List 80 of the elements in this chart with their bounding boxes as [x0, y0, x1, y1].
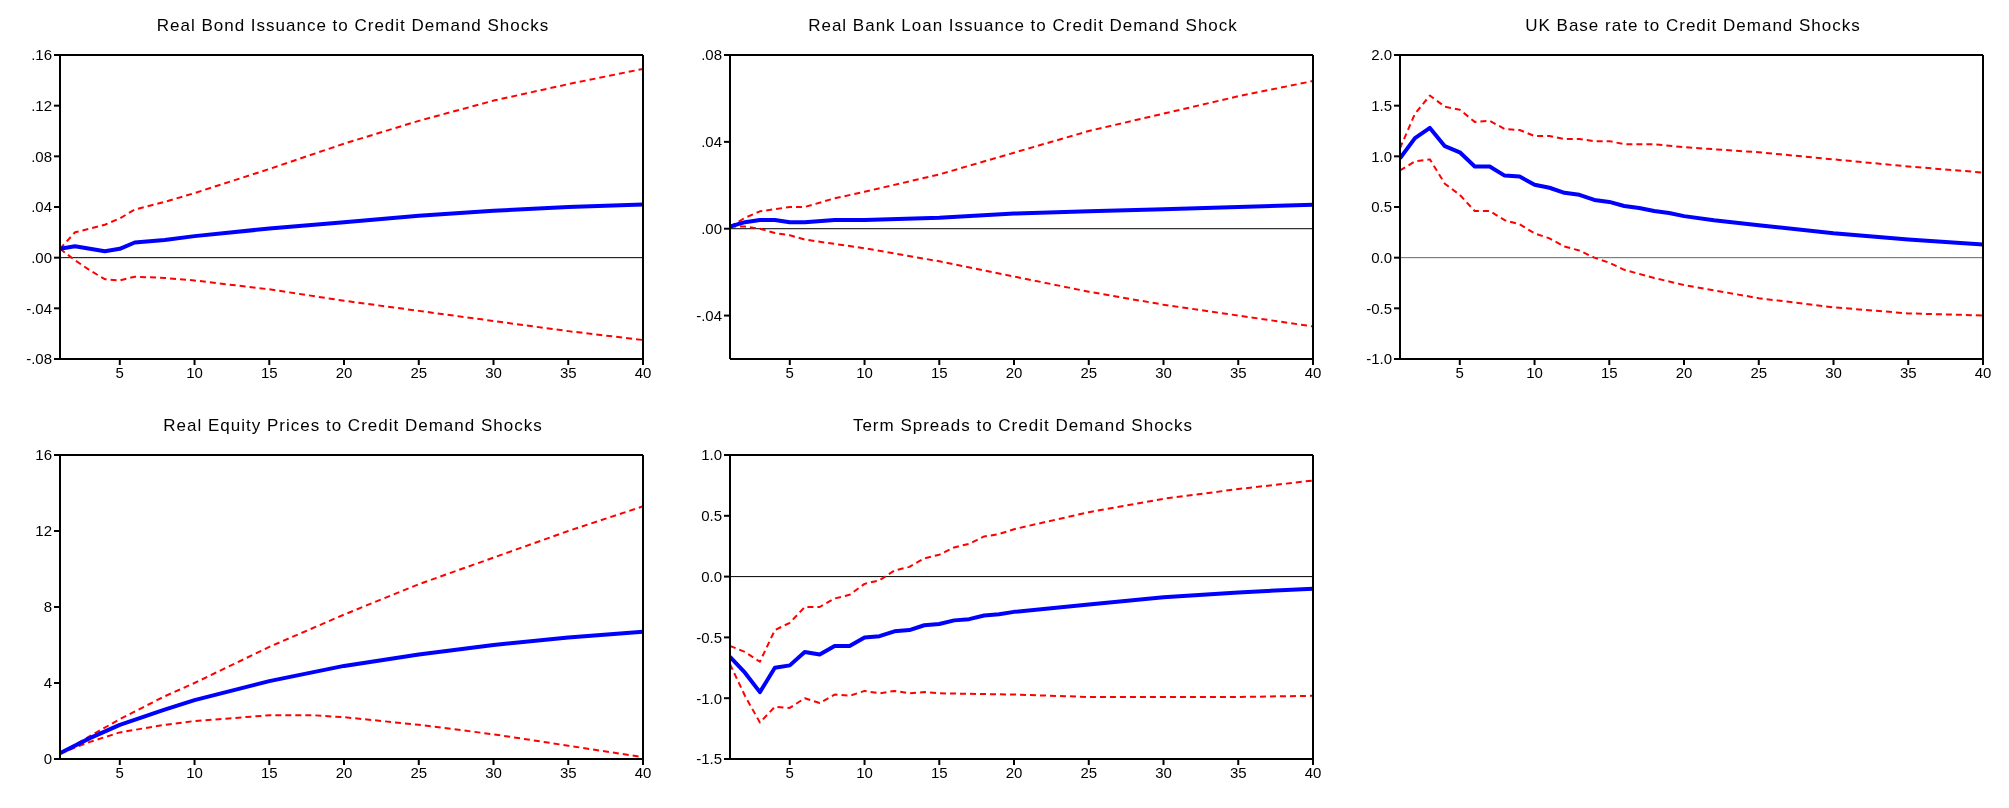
y-tick-label: 2.0 — [1371, 46, 1392, 64]
y-tick-label: 4 — [43, 674, 52, 692]
x-tick-label: 10 — [186, 363, 203, 381]
y-tick-label: .04 — [701, 133, 722, 151]
x-tick-label: 5 — [785, 763, 794, 781]
x-tick-label: 10 — [856, 363, 873, 381]
y-tick-label: .16 — [31, 46, 52, 64]
x-tick-label: 20 — [335, 763, 353, 781]
y-tick-label: -.04 — [696, 306, 722, 324]
x-tick-label: 30 — [485, 363, 502, 381]
x-tick-label: 35 — [559, 363, 577, 381]
x-tick-label: 35 — [1899, 363, 1917, 381]
x-tick-label: 30 — [1155, 763, 1172, 781]
x-tick-label: 5 — [115, 763, 124, 781]
y-tick-label: -.08 — [26, 350, 52, 368]
y-tick-label: 8 — [43, 598, 52, 616]
x-tick-label: 25 — [1750, 363, 1768, 381]
y-tick-label: .08 — [701, 46, 722, 64]
x-tick-label: 35 — [1229, 363, 1247, 381]
x-tick-label: 25 — [1080, 763, 1098, 781]
y-tick-label: .12 — [31, 96, 52, 114]
x-tick-label: 30 — [1155, 363, 1172, 381]
y-tick-label: .00 — [701, 220, 722, 238]
x-tick-label: 35 — [1229, 763, 1247, 781]
line-series — [730, 586, 1313, 695]
x-tick-label: 30 — [1825, 363, 1842, 381]
chart-title: Term Spreads to Credit Demand Shocks — [851, 415, 1195, 437]
x-tick-label: 40 — [1974, 363, 1992, 381]
y-tick-label: .00 — [31, 248, 52, 266]
line-series — [1400, 158, 1983, 317]
y-tick-label: -1.0 — [696, 689, 722, 707]
x-tick-label: 15 — [260, 363, 278, 381]
x-tick-label: 25 — [410, 363, 428, 381]
y-tick-label: -.04 — [26, 299, 52, 317]
y-tick-label: 0.5 — [701, 507, 722, 525]
y-tick-label: 12 — [35, 522, 52, 540]
chart-title: Real Equity Prices to Credit Demand Shocks — [162, 415, 544, 437]
y-tick-label: -0.5 — [1366, 299, 1392, 317]
y-tick-label: -1.5 — [696, 750, 722, 768]
y-tick-label: 0.0 — [701, 567, 722, 585]
y-tick-label: 1.5 — [1371, 96, 1392, 114]
y-tick-label: 16 — [35, 446, 52, 464]
x-tick-label: 15 — [930, 363, 948, 381]
x-tick-label: 20 — [1005, 763, 1023, 781]
y-tick-label: 0.0 — [1371, 248, 1392, 266]
y-tick-label: .08 — [31, 147, 52, 165]
x-tick-label: 5 — [115, 363, 124, 381]
x-tick-label: 10 — [186, 763, 203, 781]
x-tick-label: 40 — [634, 763, 652, 781]
y-tick-label: .04 — [31, 198, 52, 216]
x-tick-label: 25 — [410, 763, 428, 781]
y-tick-label: 0.5 — [1371, 198, 1392, 216]
x-tick-label: 15 — [930, 763, 948, 781]
y-tick-label: -0.5 — [696, 628, 722, 646]
line-series — [1400, 94, 1983, 174]
x-tick-label: 10 — [1526, 363, 1543, 381]
x-tick-label: 35 — [559, 763, 577, 781]
line-series — [1400, 125, 1983, 247]
y-tick-label: 1.0 — [1371, 147, 1392, 165]
x-tick-label: 40 — [1304, 363, 1322, 381]
chart-title: UK Base rate to Credit Demand Shocks — [1524, 15, 1862, 37]
x-tick-label: 15 — [1600, 363, 1618, 381]
x-tick-label: 40 — [634, 363, 652, 381]
chart-title: Real Bond Issuance to Credit Demand Shocks — [155, 15, 551, 37]
y-tick-label: 1.0 — [701, 446, 722, 464]
line-series — [60, 202, 643, 254]
x-tick-label: 20 — [1005, 363, 1023, 381]
chart-title: Real Bank Loan Issuance to Credit Demand Shock — [807, 15, 1239, 37]
line-series — [730, 663, 1313, 724]
x-tick-label: 5 — [1455, 363, 1464, 381]
x-tick-label: 15 — [260, 763, 278, 781]
y-tick-label: -1.0 — [1366, 350, 1392, 368]
x-tick-label: 25 — [1080, 363, 1098, 381]
x-tick-label: 20 — [1675, 363, 1693, 381]
x-tick-label: 10 — [856, 763, 873, 781]
x-tick-label: 5 — [785, 363, 794, 381]
y-tick-label: 0 — [43, 750, 52, 768]
x-tick-label: 40 — [1304, 763, 1322, 781]
x-tick-label: 20 — [335, 363, 353, 381]
x-tick-label: 30 — [485, 763, 502, 781]
